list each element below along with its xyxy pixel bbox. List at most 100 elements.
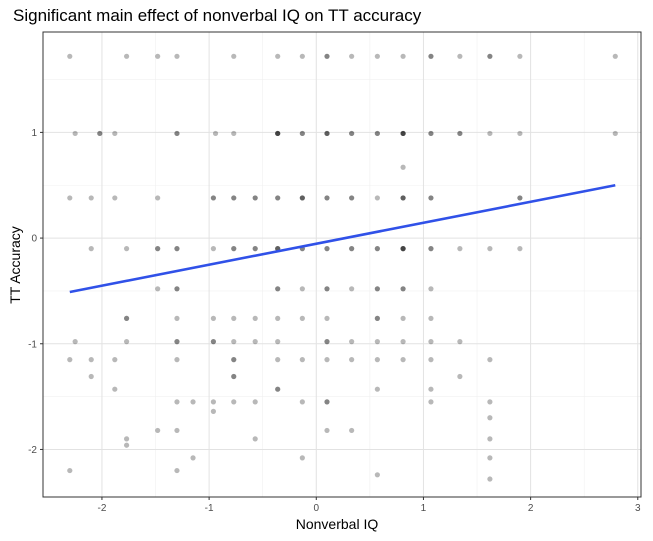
data-point — [275, 386, 281, 392]
y-tick-label: -2 — [28, 445, 37, 456]
data-point — [428, 130, 434, 137]
data-point — [123, 315, 130, 321]
data-point — [275, 386, 281, 392]
data-point — [374, 246, 380, 252]
data-point — [324, 357, 330, 363]
data-point — [299, 195, 305, 201]
data-point — [349, 53, 355, 59]
data-point — [155, 53, 161, 59]
data-point — [374, 53, 380, 59]
data-point — [252, 246, 258, 252]
data-point — [487, 53, 493, 59]
data-point — [275, 286, 281, 292]
data-point — [428, 315, 434, 321]
data-point — [112, 357, 118, 363]
data-point — [275, 130, 281, 137]
x-tick-label: 2 — [528, 503, 534, 514]
data-point — [374, 472, 380, 478]
data-point — [112, 195, 118, 201]
data-point — [517, 195, 523, 201]
data-point — [349, 195, 355, 201]
data-point — [155, 195, 161, 201]
data-point — [275, 357, 281, 363]
data-point — [190, 455, 196, 461]
data-point — [349, 339, 355, 345]
data-point — [174, 286, 180, 292]
data-point — [231, 246, 237, 252]
data-point — [428, 386, 434, 392]
data-point — [457, 339, 463, 345]
data-point — [457, 130, 463, 137]
data-point — [174, 427, 180, 434]
data-point — [123, 339, 130, 345]
data-point — [252, 399, 258, 405]
data-point — [252, 339, 258, 345]
x-tick-label: -2 — [97, 503, 106, 514]
data-point — [155, 427, 161, 434]
data-point — [252, 195, 258, 201]
data-point — [275, 130, 281, 137]
data-point — [112, 130, 118, 137]
data-point — [487, 53, 493, 59]
x-tick-label: -1 — [205, 503, 214, 514]
data-point — [324, 339, 330, 345]
data-point — [487, 455, 493, 461]
data-point — [275, 195, 281, 201]
data-point — [210, 339, 216, 345]
data-point — [428, 399, 434, 405]
data-point — [324, 130, 330, 137]
data-point — [374, 286, 380, 292]
data-point — [400, 195, 406, 201]
data-point — [428, 130, 434, 137]
data-point — [231, 315, 237, 321]
chart-title: Significant main effect of nonverbal IQ … — [13, 6, 422, 25]
data-point — [374, 315, 380, 321]
data-point — [231, 373, 237, 380]
x-tick-label: 1 — [421, 503, 427, 514]
data-point — [174, 467, 180, 474]
x-axis-title: Nonverbal IQ — [296, 516, 379, 532]
data-point — [231, 357, 237, 363]
data-point — [457, 373, 463, 380]
data-point — [374, 357, 380, 363]
data-point — [349, 246, 355, 252]
data-point — [349, 427, 355, 434]
data-point — [299, 130, 305, 137]
data-point — [487, 130, 493, 137]
x-tick-label: 0 — [313, 503, 319, 514]
data-point — [231, 357, 237, 363]
data-point — [299, 53, 305, 59]
data-point — [374, 130, 380, 137]
data-point — [517, 53, 523, 59]
data-point — [374, 195, 380, 201]
data-point — [299, 315, 305, 321]
data-point — [174, 399, 180, 405]
y-tick-label: 0 — [31, 234, 37, 245]
data-point — [275, 195, 281, 201]
data-point — [231, 195, 237, 201]
data-point — [349, 130, 355, 137]
data-point — [210, 195, 216, 201]
data-point — [400, 195, 406, 201]
data-point — [324, 286, 330, 292]
data-point — [231, 373, 237, 380]
data-point — [400, 53, 406, 59]
data-point — [231, 53, 237, 59]
data-point — [457, 53, 463, 59]
data-point — [400, 286, 406, 292]
data-point — [231, 195, 237, 201]
data-point — [457, 130, 463, 137]
data-point — [174, 53, 180, 59]
data-point — [88, 373, 94, 380]
data-point — [400, 130, 406, 137]
data-point — [275, 130, 281, 137]
data-point — [400, 357, 406, 363]
data-point — [155, 246, 161, 252]
data-point — [487, 246, 493, 252]
data-point — [487, 476, 493, 482]
data-point — [67, 195, 73, 201]
data-point — [252, 246, 258, 252]
data-point — [487, 357, 493, 363]
data-point — [400, 130, 406, 137]
